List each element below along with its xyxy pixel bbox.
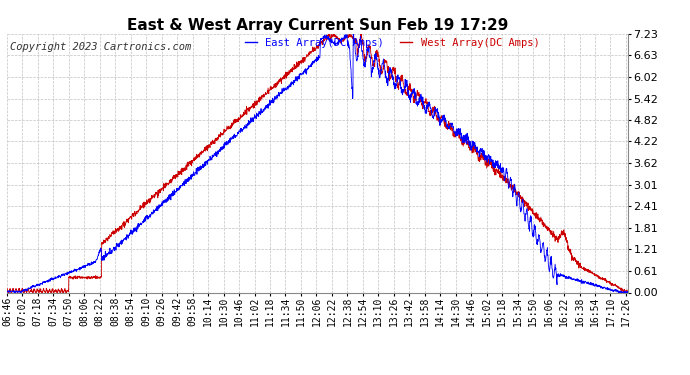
Legend: East Array(DC Amps), West Array(DC Amps): East Array(DC Amps), West Array(DC Amps) xyxy=(240,34,544,52)
Title: East & West Array Current Sun Feb 19 17:29: East & West Array Current Sun Feb 19 17:… xyxy=(127,18,508,33)
Text: Copyright 2023 Cartronics.com: Copyright 2023 Cartronics.com xyxy=(10,42,191,51)
